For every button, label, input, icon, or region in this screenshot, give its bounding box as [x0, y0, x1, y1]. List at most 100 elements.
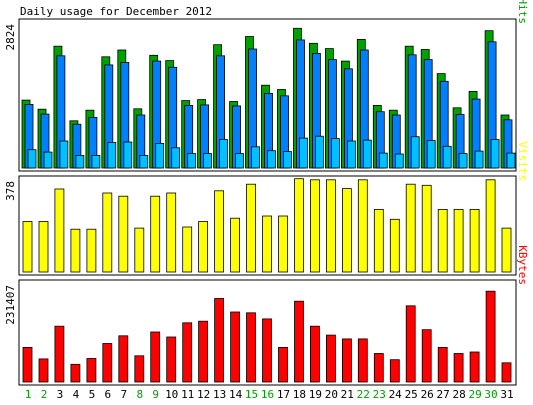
day-label-25: 25: [405, 388, 418, 401]
bar-visits-day-8: [134, 227, 145, 273]
panel-kbytes: 231407 KBytes: [4, 245, 529, 386]
bar-kbytes-day-9: [150, 331, 161, 383]
bar-visits-day-19: [309, 179, 320, 273]
bar-pages-day-29: [474, 150, 484, 169]
bar-kbytes-day-22: [357, 338, 368, 383]
bar-kbytes-day-29: [469, 351, 480, 383]
bar-visits-day-12: [198, 221, 209, 273]
day-label-1: 1: [25, 388, 32, 401]
bar-visits-day-26: [421, 184, 432, 273]
bar-pages-day-31: [506, 152, 516, 169]
bar-pages-day-21: [346, 140, 356, 169]
bar-kbytes-day-23: [373, 353, 384, 383]
panel-visits: 378 Visits: [4, 141, 529, 276]
bar-kbytes-day-21: [341, 338, 352, 383]
day-label-9: 9: [152, 388, 159, 401]
bar-pages-day-2: [43, 151, 53, 169]
bar-pages-day-10: [171, 147, 181, 169]
bar-visits-day-20: [325, 179, 336, 273]
bar-visits-day-3: [54, 188, 65, 273]
day-label-14: 14: [229, 388, 243, 401]
day-label-6: 6: [104, 388, 111, 401]
bar-visits-day-18: [294, 178, 304, 273]
bar-kbytes-day-16: [262, 318, 272, 383]
bar-pages-day-27: [442, 145, 452, 169]
bar-pages-day-23: [378, 152, 388, 169]
day-label-21: 21: [341, 388, 354, 401]
bar-kbytes-day-20: [325, 334, 336, 383]
bar-pages-day-12: [203, 153, 213, 169]
bar-kbytes-day-18: [294, 300, 304, 383]
day-label-10: 10: [165, 388, 178, 401]
bar-pages-day-26: [426, 140, 436, 169]
bar-kbytes-day-1: [22, 346, 33, 383]
bar-pages-day-20: [330, 138, 340, 169]
day-label-7: 7: [120, 388, 127, 401]
day-label-22: 22: [357, 388, 370, 401]
series-files: [24, 39, 513, 169]
day-label-17: 17: [277, 388, 290, 401]
bar-kbytes-day-10: [166, 336, 177, 383]
bar-pages-day-28: [458, 153, 468, 169]
legend-visits: Visits: [516, 141, 529, 181]
bar-kbytes-day-30: [485, 290, 496, 383]
bar-visits-day-13: [214, 190, 225, 273]
bar-kbytes-day-19: [309, 325, 320, 383]
panel-pages-files-hits: 2824 Pages/Files/Hits: [4, 0, 529, 172]
bar-pages-day-30: [490, 139, 500, 169]
bar-kbytes-day-26: [421, 329, 432, 383]
bar-visits-day-25: [405, 183, 416, 273]
chart-panels: 2824 Pages/Files/Hits 378 Visits 231407 KByte…: [4, 0, 529, 386]
bar-pages-day-16: [267, 150, 276, 169]
max-value-label: 2824: [4, 24, 17, 51]
bar-visits-day-1: [22, 221, 33, 273]
bar-pages-day-9: [155, 142, 165, 169]
bar-kbytes-day-15: [246, 312, 256, 383]
bar-visits-day-16: [262, 215, 272, 273]
bar-kbytes-day-14: [230, 311, 241, 383]
bar-pages-day-4: [75, 155, 85, 169]
day-label-18: 18: [293, 388, 306, 401]
bar-visits-day-15: [246, 183, 256, 273]
bar-pages-day-25: [410, 136, 420, 169]
day-label-26: 26: [421, 388, 434, 401]
bar-visits-day-28: [453, 208, 464, 273]
bar-visits-day-6: [102, 192, 113, 273]
day-label-5: 5: [89, 388, 96, 401]
day-labels: 1 2 3 4 5 6 7 8 9 10 11 12 13 14 15 16 17 18 19 20 21 22 23 24 2…: [25, 388, 514, 401]
bar-kbytes-day-4: [70, 363, 81, 383]
bar-visits-day-9: [150, 195, 161, 273]
bar-kbytes-day-17: [278, 346, 288, 383]
bar-kbytes-day-12: [198, 320, 209, 383]
bar-kbytes-day-28: [453, 353, 464, 383]
day-label-12: 12: [197, 388, 210, 401]
max-value-label: 231407: [4, 285, 17, 325]
bar-visits-day-29: [469, 208, 480, 273]
bar-kbytes-day-5: [86, 358, 97, 383]
bar-pages-day-7: [123, 141, 133, 169]
day-label-8: 8: [136, 388, 143, 401]
bar-visits-day-21: [341, 188, 352, 273]
bar-pages-day-5: [91, 155, 101, 169]
bar-pages-day-15: [251, 146, 260, 169]
bar-visits-day-24: [389, 218, 400, 273]
bar-pages-day-19: [314, 135, 324, 169]
bar-visits-day-2: [38, 221, 49, 273]
bar-kbytes-day-2: [38, 358, 49, 383]
max-value-label: 378: [4, 181, 17, 201]
bar-visits-day-11: [182, 226, 193, 273]
bar-visits-day-23: [373, 208, 384, 273]
bar-visits-day-14: [230, 217, 241, 273]
day-label-16: 16: [261, 388, 274, 401]
bar-kbytes-day-3: [54, 325, 65, 383]
day-label-2: 2: [41, 388, 48, 401]
bar-visits-day-4: [70, 228, 81, 273]
bar-pages-day-3: [59, 140, 69, 169]
legend-item: KBytes: [516, 245, 529, 285]
bar-kbytes-day-27: [437, 346, 448, 383]
day-label-15: 15: [245, 388, 258, 401]
day-label-31: 31: [500, 388, 513, 401]
day-label-28: 28: [452, 388, 465, 401]
day-label-13: 13: [213, 388, 226, 401]
bar-visits-day-27: [437, 208, 448, 273]
